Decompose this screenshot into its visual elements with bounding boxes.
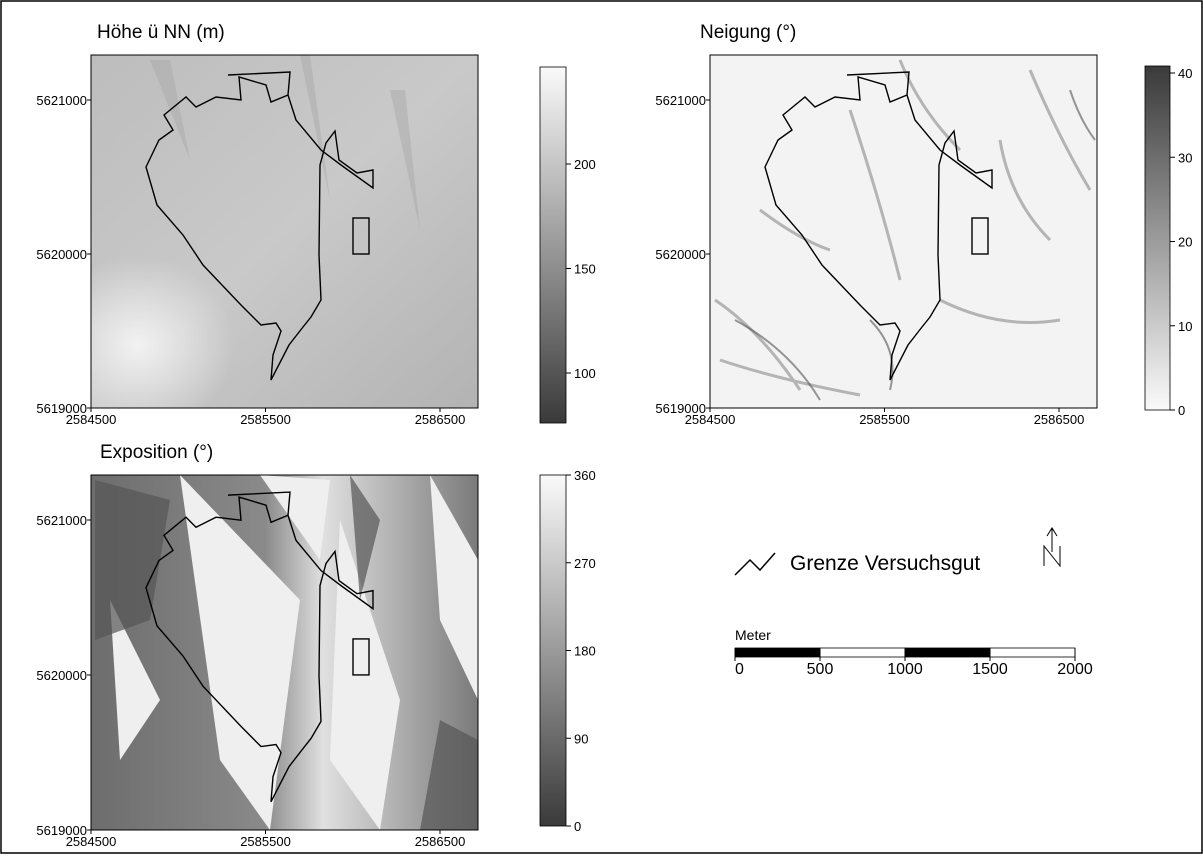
colorbar-tick-label: 0: [574, 819, 581, 834]
slope-raster: [710, 55, 1097, 408]
x-tick-label: 2585500: [240, 834, 291, 849]
north-arrow: [1043, 527, 1061, 568]
y-tick-label: 5620000: [36, 247, 87, 262]
colorbar-tick-label: 40: [1178, 66, 1192, 81]
map-frame: [709, 54, 1098, 409]
scalebar-label: 1500: [972, 661, 1008, 678]
boundary: [764, 71, 993, 381]
boundary-plot: [352, 638, 370, 676]
colorbar-tick-label: 270: [574, 556, 596, 571]
colorbar: [1144, 65, 1171, 411]
scalebar-segment: [819, 647, 906, 658]
boundary-plot: [971, 217, 989, 255]
legend-label: Grenze Versuchsgut: [790, 552, 980, 575]
map-frame: [90, 54, 479, 409]
colorbar-tick-label: 150: [574, 262, 596, 277]
scalebar-label: 2000: [1057, 661, 1093, 678]
colorbar-tick-label: 30: [1178, 150, 1192, 165]
x-tick-label: 2585500: [240, 412, 291, 427]
x-tick-label: 2584500: [685, 412, 736, 427]
y-tick-label: 5620000: [655, 247, 706, 262]
colorbar: [539, 474, 567, 827]
colorbar-tick-label: 100: [574, 366, 596, 381]
x-tick-label: 2584500: [66, 834, 117, 849]
colorbar-tick-label: 360: [574, 468, 596, 483]
scalebar-segment: [904, 647, 991, 658]
scalebar-segment: [989, 647, 1076, 658]
x-tick-label: 2586500: [415, 412, 466, 427]
colorbar-tick-label: 20: [1178, 235, 1192, 250]
colorbar-tick-label: 90: [574, 731, 588, 746]
scalebar-label: 0: [735, 661, 744, 678]
y-tick-label: 5620000: [36, 668, 87, 683]
map-frame: [90, 474, 479, 831]
colorbar: [539, 66, 567, 424]
boundary: [145, 71, 374, 381]
colorbar-tick-label: 200: [574, 157, 596, 172]
panel-title: Exposition (°): [100, 442, 213, 463]
colorbar-tick-label: 0: [1178, 403, 1185, 418]
scalebar-title: Meter: [735, 627, 771, 643]
scalebar-label: 500: [807, 661, 834, 678]
boundary-plot: [352, 217, 370, 255]
x-tick-label: 2584500: [66, 412, 117, 427]
panel-title: Neigung (°): [700, 22, 796, 43]
scalebar-segment: [734, 647, 821, 658]
y-tick-label: 5619000: [36, 401, 87, 416]
boundary: [145, 491, 374, 803]
x-tick-label: 2586500: [1034, 412, 1085, 427]
y-tick-label: 5621000: [655, 93, 706, 108]
y-tick-label: 5621000: [36, 93, 87, 108]
y-tick-label: 5619000: [36, 823, 87, 838]
x-tick-label: 2586500: [415, 834, 466, 849]
x-tick-label: 2585500: [859, 412, 910, 427]
aspect-raster: [91, 475, 478, 830]
y-tick-label: 5621000: [36, 513, 87, 528]
legend-line: [734, 552, 776, 576]
y-tick-label: 5619000: [655, 401, 706, 416]
scalebar-label: 1000: [887, 661, 923, 678]
colorbar-tick-label: 10: [1178, 319, 1192, 334]
elevation-raster: [91, 55, 478, 408]
colorbar-tick-label: 180: [574, 644, 596, 659]
panel-title: Höhe ü NN (m): [97, 22, 225, 43]
